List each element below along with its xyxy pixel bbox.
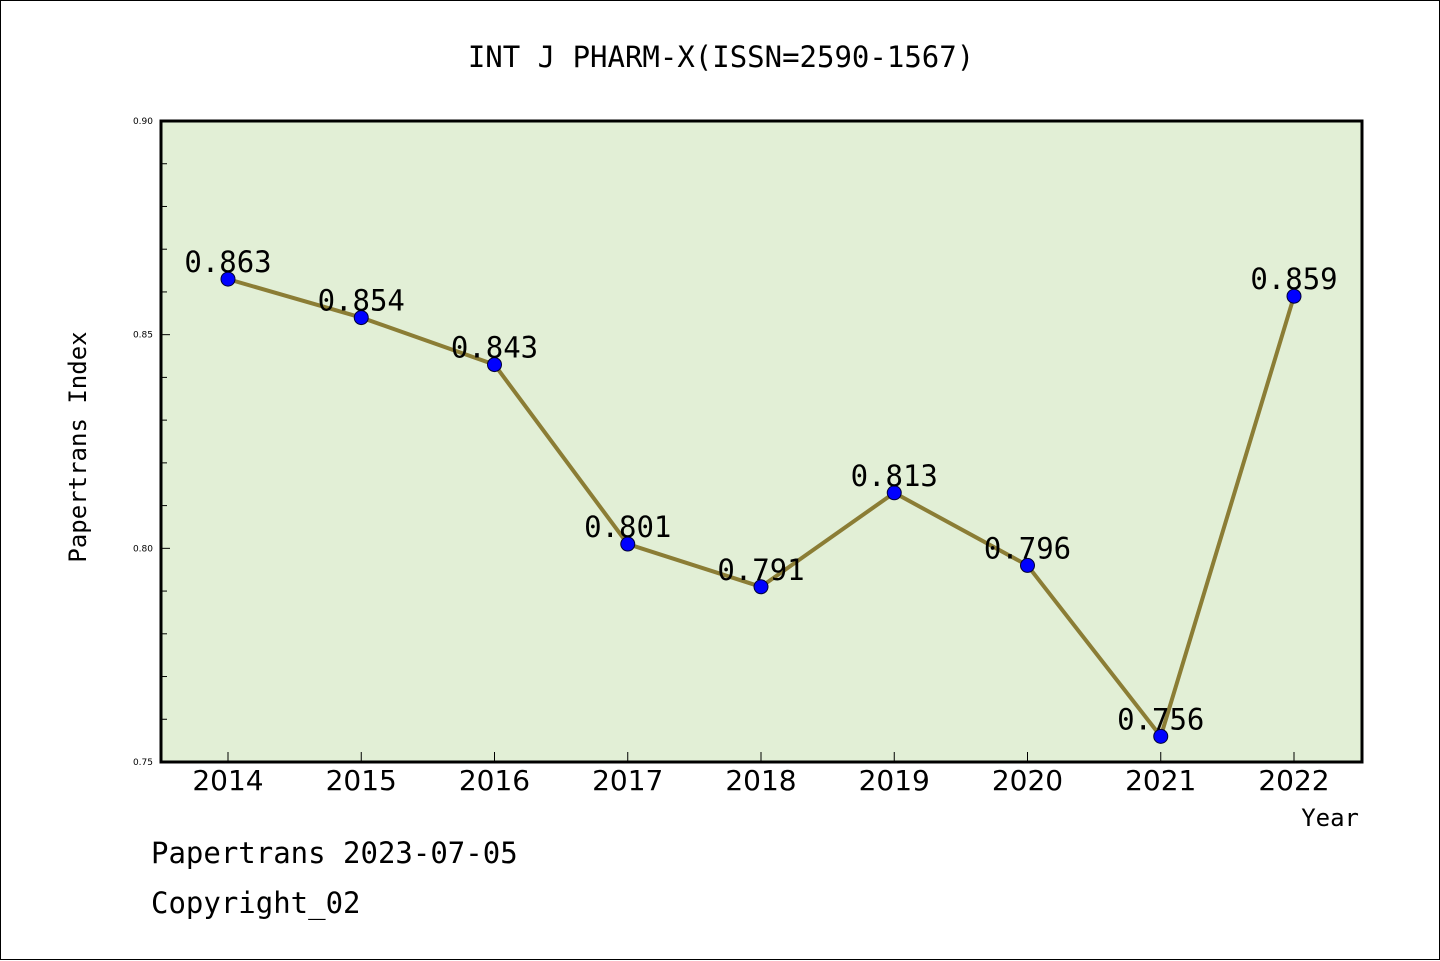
data-point <box>353 310 369 326</box>
data-label: 0.863 <box>184 245 271 279</box>
data-point <box>220 271 236 287</box>
x-axis-label: Year <box>1301 804 1359 832</box>
x-tick-label: 2019 <box>859 764 930 797</box>
data-label: 0.813 <box>851 459 938 493</box>
data-point <box>753 579 769 595</box>
data-label: 0.859 <box>1250 262 1337 296</box>
data-label: 0.801 <box>584 510 671 544</box>
data-series <box>220 271 1302 744</box>
x-tick-label: 2020 <box>992 764 1063 797</box>
x-tick-label: 2015 <box>326 764 397 797</box>
data-label: 0.796 <box>984 531 1071 565</box>
data-label: 0.854 <box>318 284 405 318</box>
y-tick-label: 0.85 <box>133 331 153 341</box>
footer-copyright: Copyright_02 <box>151 886 361 920</box>
data-label: 0.756 <box>1117 702 1204 736</box>
y-tick-label: 0.80 <box>133 544 153 554</box>
x-axis: 2014 2015 2016 2017 2018 2019 2020 2021 2022 <box>192 752 1330 797</box>
chart-title: INT J PHARM-X(ISSN=2590-1567) <box>468 40 974 74</box>
footer-source: Papertrans 2023-07-05 <box>151 836 518 870</box>
data-point <box>487 357 502 373</box>
data-label: 0.791 <box>717 553 804 587</box>
data-point <box>886 485 902 501</box>
x-tick-label: 2021 <box>1125 764 1196 797</box>
y-axis: 0.75 0.80 0.85 0.90 <box>133 117 170 768</box>
x-tick-label: 2016 <box>459 764 530 797</box>
plot-area <box>159 119 1364 764</box>
x-tick-label: 2018 <box>725 764 796 797</box>
data-point <box>1153 728 1169 744</box>
data-point <box>1286 288 1302 304</box>
data-label: 0.843 <box>451 331 538 365</box>
x-tick-label: 2014 <box>192 764 263 797</box>
x-tick-label: 2022 <box>1258 764 1329 797</box>
data-point <box>1020 557 1035 573</box>
data-point <box>620 536 636 552</box>
y-tick-label: 0.90 <box>133 117 153 127</box>
y-axis-label: Papertrans Index <box>64 331 92 562</box>
data-labels: 0.863 0.854 0.843 0.801 0.791 0.813 0.796 0.756… <box>184 245 1337 736</box>
x-tick-label: 2017 <box>592 764 663 797</box>
y-tick-label: 0.75 <box>133 758 153 768</box>
